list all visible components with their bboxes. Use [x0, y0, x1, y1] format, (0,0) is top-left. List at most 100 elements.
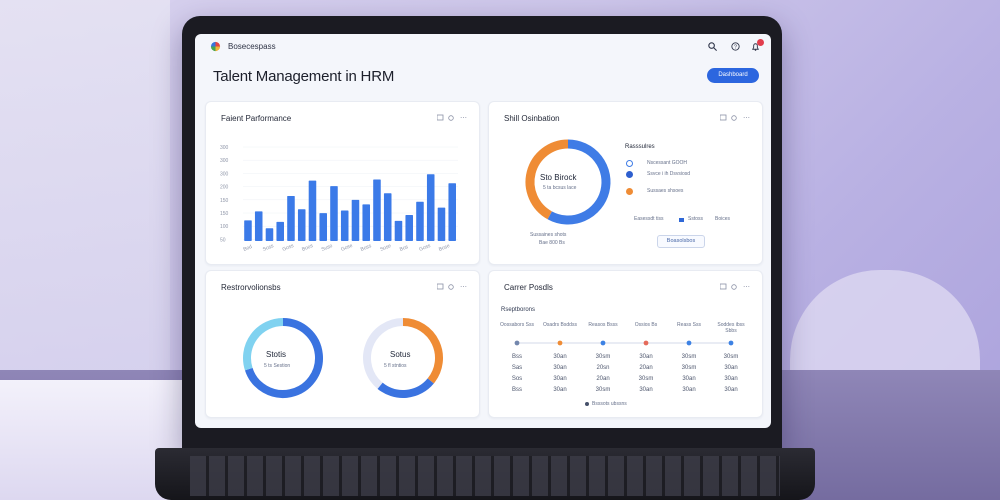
- career-column-header: Soddes ibss Sbbs: [717, 322, 745, 334]
- career-cell: 30an: [639, 354, 653, 360]
- timeline-dot: [600, 340, 606, 346]
- donut-slice: [363, 318, 404, 389]
- x-tick-label: Boss: [360, 243, 373, 253]
- card-title: Restrorvolionsbs: [221, 283, 281, 292]
- career-cell: Bss: [511, 387, 522, 393]
- filter-icon: [731, 115, 737, 121]
- x-tick-label: Sose: [379, 243, 392, 253]
- career-cell: 30sm: [595, 354, 611, 360]
- topbar: Bosecespass ?: [195, 34, 771, 58]
- more-icon: ⋯: [743, 284, 750, 291]
- skill-center-sub: 5 ta bcsus lace: [543, 185, 577, 191]
- donut-slice: [547, 139, 611, 225]
- career-cell: 30sm: [681, 354, 697, 360]
- career-column-header: Osadrs Bsddss: [543, 322, 577, 328]
- career-cell: 20an: [639, 365, 653, 371]
- y-tick-label: 300: [220, 171, 229, 177]
- y-tick-label: 150: [220, 211, 229, 217]
- skill-center-label: Sto Birock: [540, 173, 577, 182]
- bar: [383, 193, 392, 241]
- career-cell: Sos: [511, 376, 523, 382]
- page-title: Talent Management in HRM: [213, 68, 395, 85]
- bar: [351, 199, 360, 241]
- career-paths-card: Carrer Posdls ⋯ Rseptborons Oossabors Ss…: [488, 270, 763, 418]
- bottom-label: Boices: [715, 216, 731, 222]
- svg-text:?: ?: [734, 45, 737, 51]
- career-cell: 30an: [553, 387, 567, 393]
- x-tick-label: Bos: [399, 244, 410, 253]
- career-cell: Bss: [511, 354, 522, 360]
- recruitment-card: Restrorvolionsbs ⋯ Stotis 5 ts Sestion S…: [205, 270, 480, 418]
- skill-action-button[interactable]: Boasolsbos: [657, 235, 705, 248]
- career-cell: 30an: [553, 365, 567, 371]
- recruit-donut-1-sub: 5 ts Sestion: [264, 363, 291, 369]
- bottom-label: Easessdt tiss: [634, 216, 664, 222]
- bottom-label: Sstoss: [688, 216, 704, 222]
- career-timeline: [514, 340, 734, 346]
- x-tick-label: Gose: [340, 243, 354, 253]
- bar: [297, 209, 306, 241]
- career-column-header: Oossabors Sss: [500, 322, 534, 328]
- donut-slice: [244, 318, 323, 398]
- bar: [426, 174, 435, 241]
- bar: [394, 220, 403, 241]
- bar: [405, 215, 413, 241]
- career-column-header: Reasos Bsss: [588, 322, 618, 328]
- career-footer: Bsssots ubssns: [592, 401, 627, 407]
- bar: [244, 220, 252, 241]
- brand-name: Bosecespass: [228, 42, 276, 51]
- recruit-donut-1-label: Stotis: [266, 350, 287, 359]
- career-cell: 30an: [682, 376, 696, 382]
- y-tick-label: 50: [220, 237, 226, 243]
- notification-icon[interactable]: [750, 41, 761, 52]
- footer-dot-icon: [585, 402, 589, 406]
- donut-slice: [402, 318, 443, 384]
- bar: [373, 179, 381, 241]
- dashboard-screen: Bosecespass ? Talent Management in HRM D…: [195, 34, 771, 428]
- career-cell: 30an: [724, 387, 738, 393]
- card-tools[interactable]: ⋯: [720, 114, 750, 122]
- bar: [340, 210, 349, 241]
- legend-title: Rasssulres: [625, 144, 655, 150]
- card-tools[interactable]: ⋯: [437, 114, 467, 122]
- search-icon[interactable]: [707, 41, 718, 52]
- card-tools[interactable]: ⋯: [437, 283, 467, 291]
- laptop-keyboard: [190, 456, 780, 496]
- help-icon[interactable]: ?: [730, 41, 741, 52]
- bar: [330, 186, 338, 241]
- card-title: Shill Osinbation: [504, 114, 560, 123]
- legend-label: Nscessant GOOH: [647, 160, 688, 166]
- career-column-header: Ossios Bs: [634, 322, 658, 328]
- x-tick-label: Soss: [262, 243, 275, 253]
- recruitment-donut-2: [363, 318, 443, 398]
- donut-foot-label-2: Bae 800 Bs: [539, 240, 565, 246]
- timeline-dot: [514, 340, 520, 346]
- donut-foot-label-1: Sussaines shots: [530, 232, 567, 238]
- filter-icon: [448, 284, 454, 290]
- more-icon: ⋯: [460, 115, 467, 122]
- bar: [319, 213, 327, 241]
- dashboard-button[interactable]: Dashboard: [707, 68, 759, 83]
- career-cell: 20sn: [596, 365, 610, 371]
- bar: [276, 221, 284, 241]
- filter-icon: [448, 115, 454, 121]
- bar: [362, 204, 370, 241]
- card-title: Faient Parformance: [221, 114, 292, 123]
- talent-performance-card: Faient Parformance ⋯ 300 300 300 200 150 150 1…: [205, 101, 480, 265]
- career-cell: 30an: [724, 376, 738, 382]
- legend-label: Sussaes shsoes: [647, 188, 684, 194]
- career-cell: 30sm: [723, 354, 739, 360]
- x-tick-label: Bod: [243, 244, 254, 253]
- recruit-donut-2-label: Sotus: [390, 350, 411, 359]
- x-tick-label: Goss: [418, 243, 432, 253]
- bar: [416, 201, 424, 241]
- career-cell: Sas: [511, 365, 523, 371]
- donut-slice: [525, 139, 569, 220]
- skill-donut-chart: [525, 139, 611, 225]
- timeline-dot: [686, 340, 692, 346]
- card-tools[interactable]: ⋯: [720, 283, 750, 291]
- notification-badge: [757, 39, 764, 46]
- timeline-dot: [728, 340, 734, 346]
- career-cell: 30an: [553, 354, 567, 360]
- bar: [287, 195, 295, 241]
